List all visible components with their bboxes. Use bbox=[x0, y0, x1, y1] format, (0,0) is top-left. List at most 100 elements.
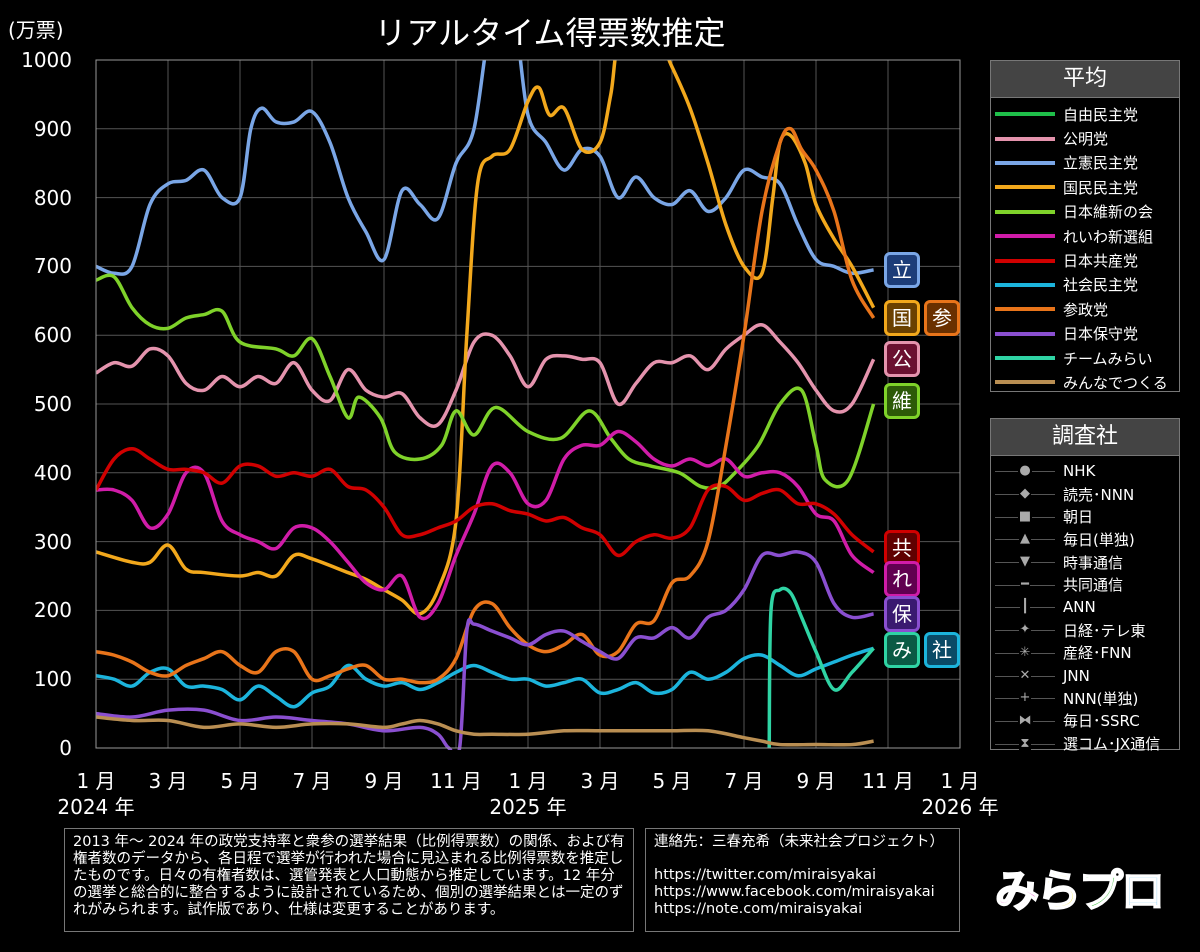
legend-item: れいわ新選組 bbox=[991, 224, 1179, 248]
pollster-item: ● NHK bbox=[991, 460, 1179, 483]
legend-swatch bbox=[995, 380, 1055, 385]
y-tick-label: 800 bbox=[33, 185, 72, 210]
year-label: 2024 年 bbox=[57, 795, 135, 819]
series-line-みんなでつくる bbox=[96, 715, 874, 747]
contact-box: 連絡先：三春充希（未来社会プロジェクト） https://twitter.com… bbox=[645, 828, 960, 932]
legend-item: 自由民主党 bbox=[991, 102, 1179, 126]
y-tick-label: 200 bbox=[33, 598, 72, 623]
legend-pollster-title: 調査社 bbox=[991, 419, 1179, 456]
x-tick-label: 11 月 bbox=[862, 769, 914, 793]
legend-item: 立憲民主党 bbox=[991, 151, 1179, 175]
legend-label: みんなでつくる bbox=[1063, 373, 1168, 392]
pollster-item: ◆ 読売･NNN bbox=[991, 483, 1179, 506]
legend-swatch bbox=[995, 331, 1055, 336]
x-tick-label: 9 月 bbox=[364, 769, 404, 793]
contact-title: 連絡先：三春充希（未来社会プロジェクト） bbox=[654, 834, 944, 850]
x-tick-label: 5 月 bbox=[652, 769, 692, 793]
legend-item: 日本保守党 bbox=[991, 322, 1179, 346]
legend-item: 日本共産党 bbox=[991, 248, 1179, 272]
link-twitter[interactable]: https://twitter.com/miraisyakai bbox=[654, 867, 877, 883]
method-note: 2013 年～ 2024 年の政党支持率と衆参の選挙結果（比例得票数）の関係、お… bbox=[64, 828, 634, 932]
legend-swatch bbox=[995, 112, 1055, 117]
y-tick-label: 100 bbox=[33, 667, 72, 692]
pollster-marker-icon: ━ bbox=[995, 576, 1055, 592]
series-line-社会民主党 bbox=[96, 646, 875, 709]
y-tick-label: 500 bbox=[33, 392, 72, 416]
legend-swatch bbox=[995, 356, 1055, 361]
legend-label: 国民民主党 bbox=[1063, 178, 1139, 197]
legend-swatch bbox=[995, 234, 1055, 239]
party-tag: み bbox=[884, 632, 920, 669]
pollster-marker-icon: ▲ bbox=[995, 531, 1055, 547]
pollster-marker-icon: ⧓ bbox=[995, 712, 1055, 728]
legend-swatch bbox=[995, 258, 1055, 263]
pollster-item: ▼ 時事通信 bbox=[991, 551, 1179, 574]
legend-label: 日本共産党 bbox=[1063, 252, 1139, 271]
x-tick-label: 7 月 bbox=[724, 769, 764, 793]
y-tick-label: 600 bbox=[33, 323, 72, 348]
pollster-item: ⧗ 選コム･JX通信 bbox=[991, 732, 1179, 755]
y-tick-label: 400 bbox=[33, 460, 72, 485]
x-tick-label: 3 月 bbox=[148, 769, 188, 793]
party-tag: れ bbox=[884, 561, 920, 598]
y-tick-label: 300 bbox=[33, 529, 72, 554]
legend-label: 日本保守党 bbox=[1063, 325, 1139, 344]
pollster-label: NNN(単独) bbox=[1063, 689, 1139, 708]
party-tag: 維 bbox=[884, 382, 920, 419]
legend-swatch bbox=[995, 307, 1055, 312]
party-tag: 共 bbox=[884, 530, 920, 567]
pollster-marker-icon: ● bbox=[995, 463, 1055, 479]
pollster-item: + NNN(単独) bbox=[991, 687, 1179, 710]
x-tick-label: 11 月 bbox=[430, 769, 482, 793]
pollster-label: NHK bbox=[1063, 462, 1096, 481]
legend-item: 日本維新の会 bbox=[991, 200, 1179, 224]
link-note[interactable]: https://note.com/miraisyakai bbox=[654, 901, 863, 917]
x-tick-label: 7 月 bbox=[292, 769, 332, 793]
legend-label: 参政党 bbox=[1063, 300, 1109, 319]
series-line-日本共産党 bbox=[96, 446, 875, 558]
pollster-label: ANN bbox=[1063, 598, 1096, 617]
legend-label: 日本維新の会 bbox=[1063, 203, 1154, 222]
legend-swatch bbox=[995, 136, 1055, 141]
series-line-参政党 bbox=[96, 126, 876, 685]
year-label: 2025 年 bbox=[489, 795, 567, 819]
legend-label: れいわ新選組 bbox=[1063, 227, 1154, 246]
y-tick-label: 1000 bbox=[21, 48, 72, 72]
series-line-公明党 bbox=[96, 323, 876, 428]
year-label: 2026 年 bbox=[921, 795, 999, 819]
pollster-marker-icon: ■ bbox=[995, 508, 1055, 524]
legend-swatch bbox=[995, 185, 1055, 190]
chart-title: リアルタイム得票数推定 bbox=[374, 14, 726, 52]
party-tag: 立 bbox=[884, 251, 920, 288]
legend-item: みんなでつくる bbox=[991, 370, 1179, 394]
x-tick-label: 1 月 bbox=[940, 769, 980, 793]
pollster-label: 時事通信 bbox=[1063, 553, 1124, 572]
pollster-item: ━ 共同通信 bbox=[991, 573, 1179, 596]
pollster-label: 日経･テレ東 bbox=[1063, 621, 1146, 640]
legend-swatch bbox=[995, 160, 1055, 165]
legend-average: 平均 自由民主党 公明党 立憲民主党 国民民主党 日本維新の会 れいわ新選組 日本共産党 社会… bbox=[990, 60, 1180, 392]
pollster-label: 選コム･JX通信 bbox=[1063, 735, 1161, 754]
legend-label: 社会民主党 bbox=[1063, 276, 1139, 295]
legend-item: 国民民主党 bbox=[991, 175, 1179, 199]
pollster-marker-icon: ✳ bbox=[995, 644, 1055, 660]
legend-label: 自由民主党 bbox=[1063, 105, 1139, 124]
party-tag: 参 bbox=[924, 300, 960, 336]
link-facebook[interactable]: https://www.facebook.com/miraisyakai bbox=[654, 884, 935, 900]
series-line-れいわ新選組 bbox=[96, 429, 875, 621]
y-axis-unit: (万票) bbox=[8, 18, 64, 42]
x-tick-label: 1 月 bbox=[76, 769, 116, 793]
pollster-item: ✕ JNN bbox=[991, 664, 1179, 687]
legend-label: チームみらい bbox=[1063, 349, 1153, 368]
legend-pollster: 調査社 ● NHK ◆ 読売･NNN ■ 朝日 ▲ 毎日(単独) ▼ 時事通信 ━ 共同通信 ┃ ANN ✦… bbox=[990, 418, 1180, 753]
legend-average-title: 平均 bbox=[991, 61, 1179, 98]
party-tag: 国 bbox=[884, 300, 920, 336]
logo: みらプロ bbox=[994, 865, 1166, 918]
legend-item: 社会民主党 bbox=[991, 273, 1179, 297]
pollster-item: ⧓ 毎日･SSRC bbox=[991, 710, 1179, 733]
pollster-item: ■ 朝日 bbox=[991, 505, 1179, 528]
pollster-item: ✳ 産経･FNN bbox=[991, 642, 1179, 665]
pollster-marker-icon: ┃ bbox=[995, 599, 1055, 615]
pollster-label: 共同通信 bbox=[1063, 576, 1124, 595]
